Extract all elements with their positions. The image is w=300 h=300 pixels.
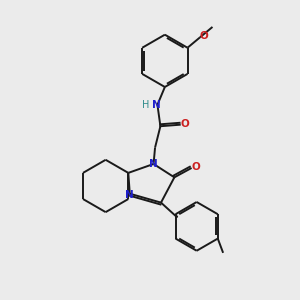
Text: H: H xyxy=(142,100,150,110)
Text: O: O xyxy=(191,162,200,172)
Text: N: N xyxy=(152,100,161,110)
Text: O: O xyxy=(200,31,208,41)
Text: N: N xyxy=(124,190,133,200)
Text: N: N xyxy=(149,159,158,169)
Text: O: O xyxy=(180,119,189,129)
